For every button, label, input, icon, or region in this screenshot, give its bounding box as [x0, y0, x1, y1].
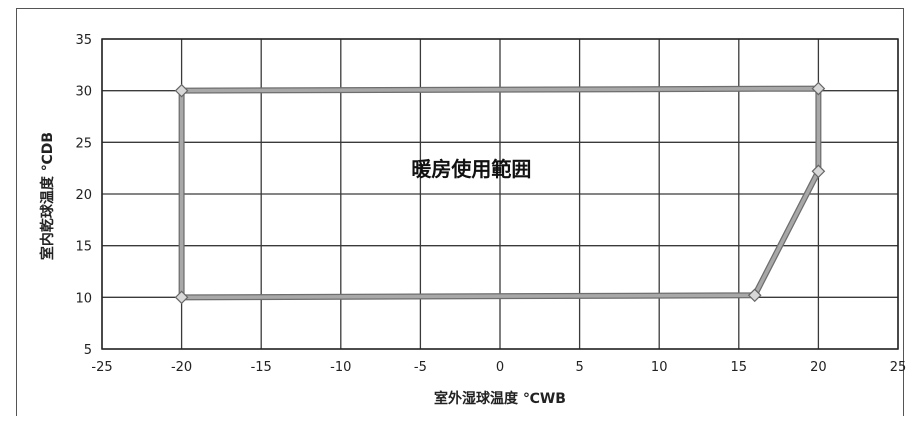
x-tick-label-9: 20 [810, 360, 827, 375]
plot-border [101, 38, 899, 350]
chart-frame [16, 8, 904, 416]
data-point-0-0 [174, 83, 189, 98]
x-tick-label-0: -25 [91, 360, 112, 375]
y-tick-label-1: 10 [75, 291, 92, 306]
x-tick-label-8: 15 [731, 360, 748, 375]
x-tick-label-1: -20 [171, 360, 192, 375]
plot-area-border [101, 38, 899, 350]
data-point-0-4 [174, 290, 189, 305]
y-tick-label-6: 35 [75, 33, 92, 48]
data-point-0-2 [811, 164, 826, 179]
data-point-0-3 [747, 288, 762, 303]
x-tick-label-4: -5 [414, 360, 427, 375]
x-tick-label-10: 25 [890, 360, 907, 375]
x-tick-label-2: -15 [251, 360, 272, 375]
x-tick-label-3: -10 [330, 360, 351, 375]
y-tick-label-5: 30 [75, 85, 92, 100]
data-point-0-1 [811, 81, 826, 96]
x-tick-label-5: 0 [496, 360, 504, 375]
y-axis-title: 室内乾球温度 ℃DB [39, 132, 56, 260]
y-tick-label-3: 20 [75, 188, 92, 203]
x-tick-label-6: 5 [575, 360, 583, 375]
x-tick-label-7: 10 [651, 360, 668, 375]
y-tick-label-2: 15 [75, 240, 92, 255]
annotation-heating-range: 暖房使用範囲 [411, 157, 531, 181]
grid-lines [101, 38, 899, 350]
y-tick-label-0: 5 [84, 343, 92, 358]
x-axis-title: 室外湿球温度 ℃WB [434, 390, 566, 407]
series-group [174, 81, 826, 305]
series-line-0 [179, 86, 821, 300]
y-tick-label-4: 25 [75, 136, 92, 151]
y-tick-labels: 5 10 15 20 25 30 35 [75, 33, 92, 358]
x-tick-labels: -25 -20 -15 -10 -5 0 5 10 15 20 25 [91, 360, 906, 375]
